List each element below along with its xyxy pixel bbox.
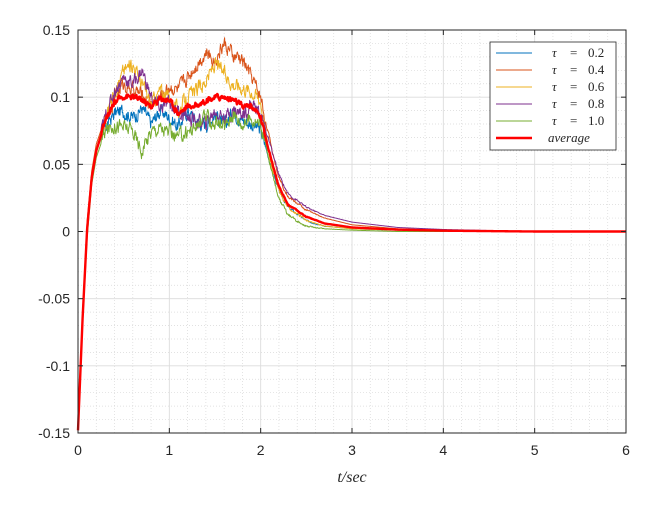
legend-value: 0.4	[588, 62, 605, 77]
y-tick-label: -0.15	[38, 425, 70, 441]
series-line	[76, 92, 627, 431]
x-tick-label: 2	[257, 442, 265, 458]
y-tick-label: -0.05	[38, 291, 70, 307]
y-tick-label: 0.15	[43, 22, 70, 38]
x-tick-label: 1	[165, 442, 173, 458]
legend-symbol: τ	[552, 45, 558, 60]
legend-value: 1.0	[588, 113, 604, 128]
legend-symbol: τ	[552, 62, 558, 77]
legend-value: 0.8	[588, 96, 604, 111]
x-axis-title: t/sec	[337, 469, 366, 486]
legend-symbol: τ	[552, 96, 558, 111]
x-tick-label: 0	[74, 442, 82, 458]
legend: τ = 0.2 τ = 0.4 τ = 0.6 τ = 0.8 τ = 1.0 average	[489, 41, 617, 151]
legend-equals: =	[570, 62, 577, 77]
legend-value: 0.2	[588, 45, 604, 60]
legend-equals: =	[570, 45, 577, 60]
legend-value: 0.6	[588, 79, 605, 94]
y-tick-label: 0.1	[51, 89, 71, 105]
y-tick-labels: -0.15 -0.1 -0.05 0 0.05 0.1 0.15	[38, 22, 70, 441]
legend-value: average	[548, 130, 590, 145]
x-tick-label: 6	[622, 442, 630, 458]
x-tick-label: 5	[531, 442, 539, 458]
legend-equals: =	[570, 79, 577, 94]
legend-symbol: τ	[552, 79, 558, 94]
series-layer	[76, 37, 627, 431]
legend-symbol: τ	[552, 113, 558, 128]
y-tick-label: -0.1	[46, 358, 70, 374]
x-tick-label: 4	[439, 442, 447, 458]
axis-ticks	[77, 29, 627, 434]
legend-equals: =	[570, 96, 577, 111]
legend-box	[489, 41, 617, 151]
x-tick-label: 3	[348, 442, 356, 458]
legend-equals: =	[570, 113, 577, 128]
y-tick-label: 0	[62, 224, 70, 240]
y-tick-label: 0.05	[43, 156, 70, 172]
x-tick-labels: 0 1 2 3 4 5 6	[74, 442, 630, 458]
